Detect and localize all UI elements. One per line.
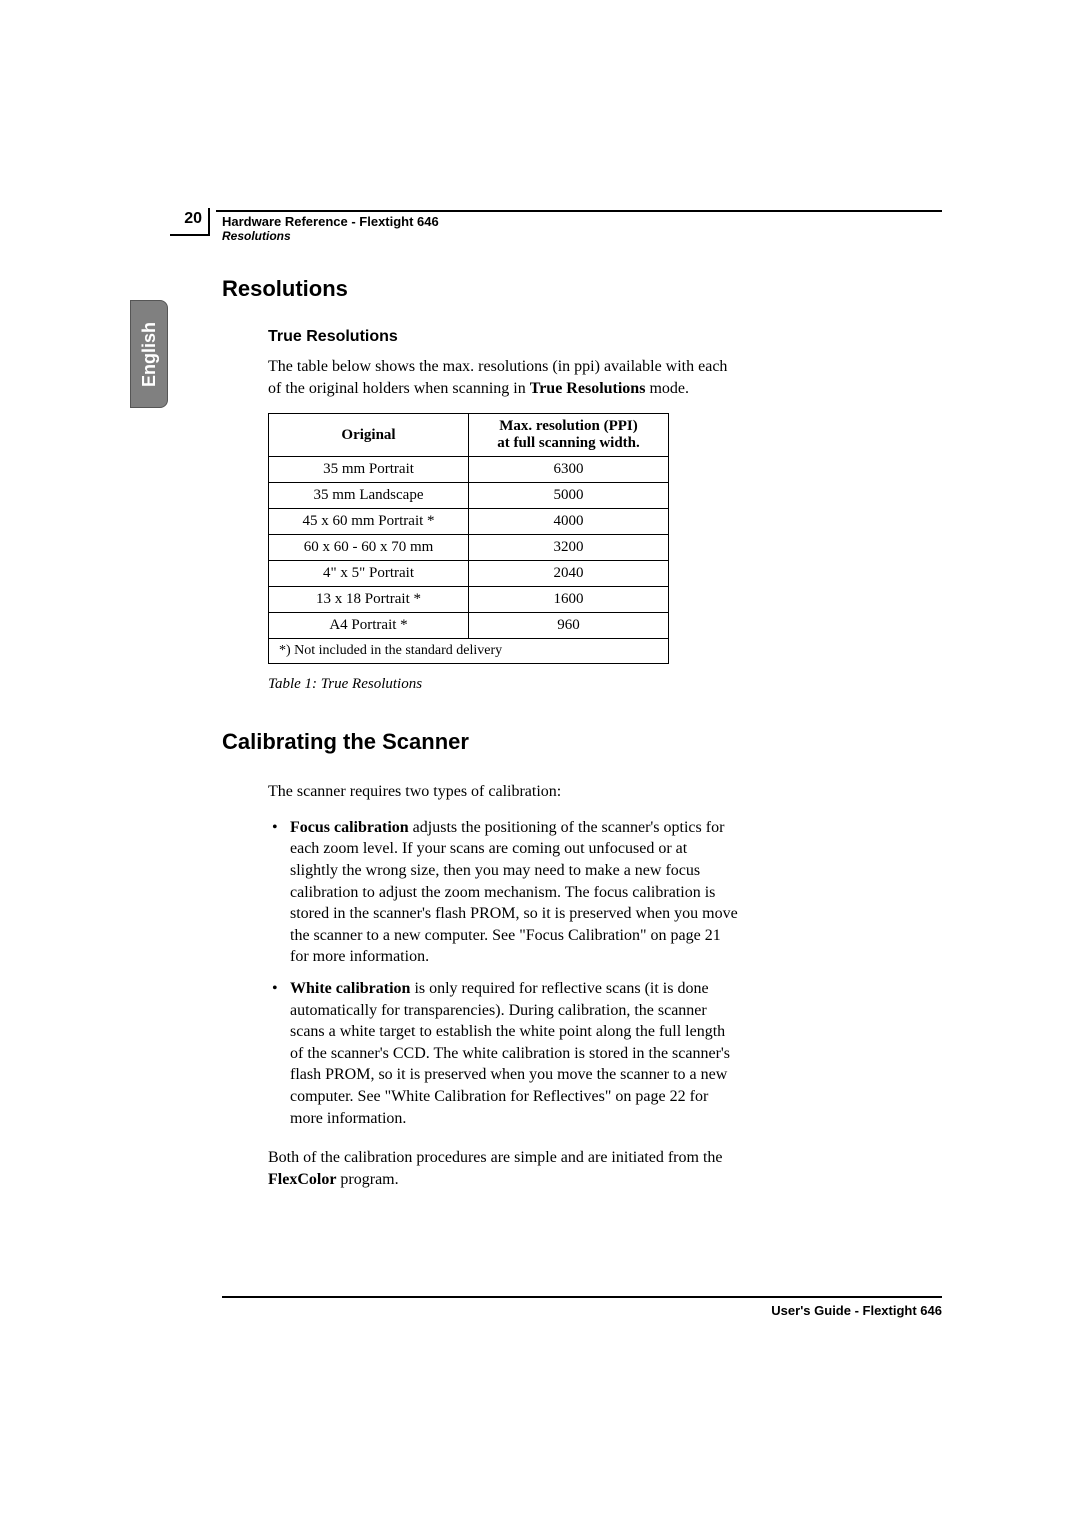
intro-text-post: mode. <box>645 380 689 397</box>
page-number: 20 <box>184 210 202 228</box>
closing-post: program. <box>336 1171 398 1188</box>
table-row: 13 x 18 Portrait *1600 <box>269 587 669 613</box>
table-footnote-row: *) Not included in the standard delivery <box>269 639 669 664</box>
footer-rule <box>222 1296 942 1298</box>
bullet-text-white: is only required for reflective scans (i… <box>290 980 730 1127</box>
table-cell-original: 13 x 18 Portrait * <box>269 587 469 613</box>
bullet-bold-white: White calibration <box>290 980 410 997</box>
bullet-bold-focus: Focus calibration <box>290 819 409 836</box>
table-cell-original: 35 mm Portrait <box>269 457 469 483</box>
list-item: Focus calibration adjusts the positionin… <box>268 817 738 968</box>
page-number-box: 20 <box>170 208 210 236</box>
content-area: Resolutions True Resolutions The table b… <box>222 276 942 1204</box>
closing-paragraph: Both of the calibration procedures are s… <box>268 1147 738 1190</box>
table-cell-original: 4" x 5" Portrait <box>269 561 469 587</box>
table-caption: Table 1: True Resolutions <box>268 676 942 693</box>
table-row: 35 mm Portrait6300 <box>269 457 669 483</box>
subsection-heading-true-resolutions: True Resolutions <box>268 328 942 346</box>
table-header-resolution: Max. resolution (PPI) at full scanning w… <box>469 414 669 457</box>
table-cell-resolution: 960 <box>469 613 669 639</box>
page: 20 Hardware Reference - Flextight 646 Re… <box>0 0 1080 1528</box>
table-cell-resolution: 6300 <box>469 457 669 483</box>
table-row: 35 mm Landscape5000 <box>269 483 669 509</box>
calibration-intro: The scanner requires two types of calibr… <box>268 781 738 803</box>
table-row: 4" x 5" Portrait2040 <box>269 561 669 587</box>
table-cell-resolution: 5000 <box>469 483 669 509</box>
language-tab: English <box>130 300 168 408</box>
intro-paragraph: The table below shows the max. resolutio… <box>268 356 738 399</box>
col2-header-line2: at full scanning width. <box>497 435 640 451</box>
header-title: Hardware Reference - Flextight 646 <box>222 214 439 229</box>
table-cell-original: 60 x 60 - 60 x 70 mm <box>269 535 469 561</box>
table-row: 60 x 60 - 60 x 70 mm3200 <box>269 535 669 561</box>
table-cell-resolution: 3200 <box>469 535 669 561</box>
table-footnote: *) Not included in the standard delivery <box>269 639 669 664</box>
header-rule <box>216 210 942 212</box>
section-heading-calibrating: Calibrating the Scanner <box>222 729 942 755</box>
table-cell-original: 35 mm Landscape <box>269 483 469 509</box>
table-row: A4 Portrait *960 <box>269 613 669 639</box>
intro-text-bold: True Resolutions <box>530 380 646 397</box>
table-header-original: Original <box>269 414 469 457</box>
calibration-list: Focus calibration adjusts the positionin… <box>268 817 738 1129</box>
table-cell-resolution: 2040 <box>469 561 669 587</box>
col2-header-line1: Max. resolution (PPI) <box>499 418 637 434</box>
footer-text: User's Guide - Flextight 646 <box>771 1303 942 1318</box>
section-heading-resolutions: Resolutions <box>222 276 942 302</box>
resolutions-table: Original Max. resolution (PPI) at full s… <box>268 413 669 664</box>
language-tab-label: English <box>139 321 160 386</box>
list-item: White calibration is only required for r… <box>268 978 738 1129</box>
header-subtitle: Resolutions <box>222 229 291 243</box>
table-row: 45 x 60 mm Portrait *4000 <box>269 509 669 535</box>
table-cell-resolution: 4000 <box>469 509 669 535</box>
table-cell-resolution: 1600 <box>469 587 669 613</box>
table-header-row: Original Max. resolution (PPI) at full s… <box>269 414 669 457</box>
closing-bold: FlexColor <box>268 1171 336 1188</box>
table-cell-original: 45 x 60 mm Portrait * <box>269 509 469 535</box>
table-cell-original: A4 Portrait * <box>269 613 469 639</box>
bullet-text-focus: adjusts the positioning of the scanner's… <box>290 819 738 966</box>
closing-pre: Both of the calibration procedures are s… <box>268 1149 723 1166</box>
